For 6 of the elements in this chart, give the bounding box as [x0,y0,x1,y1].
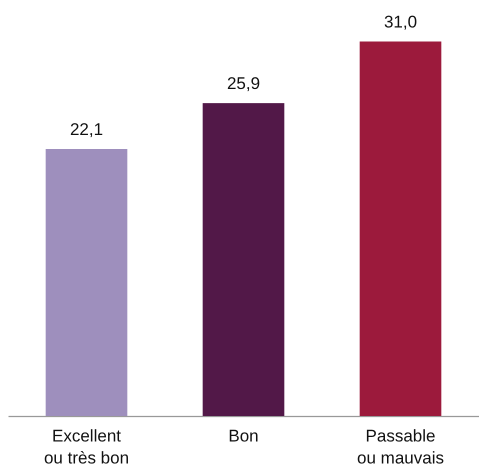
x-tick-label: Excellent ou très bon [44,426,130,468]
x-tick-label: Passable ou mauvais [357,426,444,468]
data-label: 22,1 [70,120,104,139]
x-tick-label: Bon [228,426,259,446]
data-label: 31,0 [384,12,418,32]
data-label: 25,9 [226,74,260,94]
